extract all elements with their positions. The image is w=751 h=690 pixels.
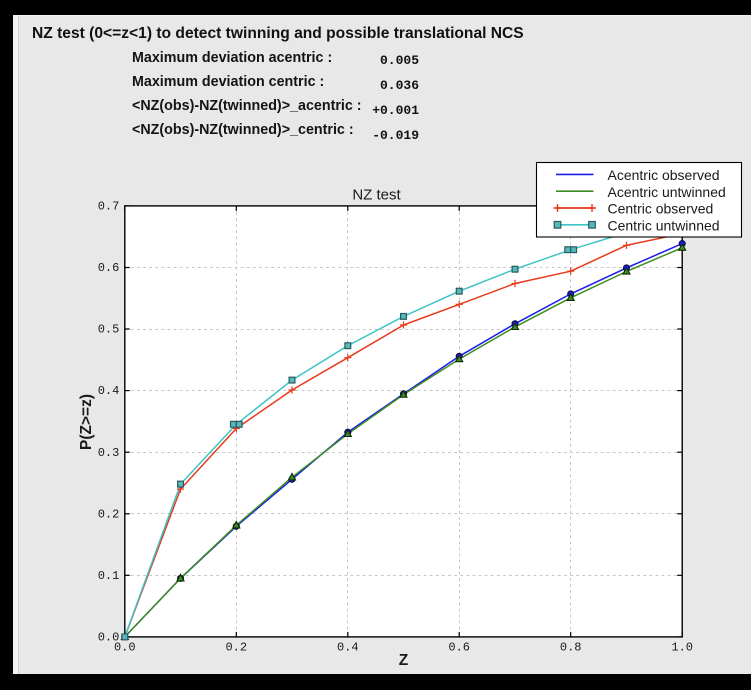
svg-text:P(Z>=z): P(Z>=z) — [78, 394, 95, 450]
svg-text:0.8: 0.8 — [560, 640, 582, 654]
svg-text:0.7: 0.7 — [98, 200, 120, 214]
svg-text:0.6: 0.6 — [98, 261, 120, 275]
svg-text:1.0: 1.0 — [671, 640, 693, 654]
svg-text:0.2: 0.2 — [98, 507, 120, 521]
svg-text:0.2: 0.2 — [225, 640, 247, 654]
svg-text:Z: Z — [399, 652, 409, 669]
svg-text:Centric observed: Centric observed — [608, 201, 714, 217]
svg-text:0.0: 0.0 — [98, 631, 120, 645]
svg-text:0.4: 0.4 — [337, 640, 359, 654]
svg-text:Acentric observed: Acentric observed — [608, 167, 720, 183]
svg-text:0.1: 0.1 — [98, 569, 120, 583]
svg-text:Acentric untwinned: Acentric untwinned — [608, 184, 726, 200]
svg-text:0.6: 0.6 — [448, 640, 470, 654]
svg-text:0.4: 0.4 — [98, 384, 120, 398]
svg-text:Centric untwinned: Centric untwinned — [608, 217, 720, 233]
svg-text:0.0: 0.0 — [114, 640, 136, 654]
svg-text:0.3: 0.3 — [98, 446, 120, 460]
svg-text:0.5: 0.5 — [98, 323, 120, 337]
svg-text:NZ test: NZ test — [352, 187, 401, 204]
